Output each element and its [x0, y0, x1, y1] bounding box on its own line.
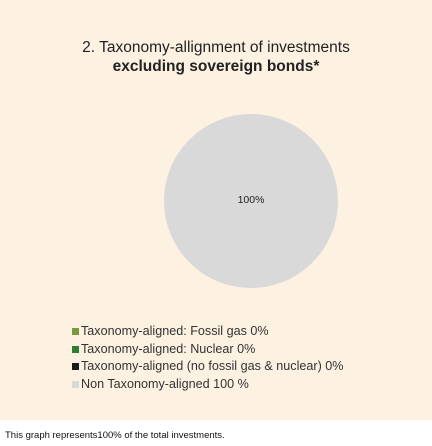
pie-data-label: 100% [238, 194, 265, 206]
legend-item-other-aligned: Taxonomy-aligned (no fossil gas & nuclea… [72, 358, 344, 376]
legend-swatch-non-aligned [72, 380, 79, 388]
legend-item-non-aligned: Non Taxonomy-aligned 100 % [72, 376, 344, 394]
chart-title: 2. Taxonomy-allignment of investments ex… [0, 38, 432, 76]
legend-label-other-aligned: Taxonomy-aligned (no fossil gas & nuclea… [81, 359, 344, 373]
footnote: This graph represents100% of the total i… [5, 430, 225, 441]
legend-swatch-other-aligned [72, 363, 79, 371]
pie-chart: 100% [164, 114, 338, 288]
chart-title-line1: 2. Taxonomy-allignment of investments [82, 39, 350, 56]
legend-label-fossil-gas: Taxonomy-aligned: Fossil gas 0% [81, 324, 269, 338]
legend-label-nuclear: Taxonomy-aligned: Nuclear 0% [81, 341, 256, 356]
chart-panel: 2. Taxonomy-allignment of investments ex… [0, 0, 432, 420]
legend-label-non-aligned: Non Taxonomy-aligned 100 % [81, 376, 249, 391]
legend-item-nuclear: Taxonomy-aligned: Nuclear 0% [72, 341, 344, 359]
legend-item-fossil-gas: Taxonomy-aligned: Fossil gas 0% [72, 323, 344, 341]
pie-slices [164, 114, 338, 288]
pie-slice-3 [164, 114, 338, 288]
chart-title-line2: excluding sovereign bonds* [112, 58, 320, 75]
legend-swatch-nuclear [72, 345, 79, 353]
legend: Taxonomy-aligned: Fossil gas 0% Taxonomy… [72, 323, 344, 393]
legend-swatch-fossil-gas [72, 328, 79, 336]
